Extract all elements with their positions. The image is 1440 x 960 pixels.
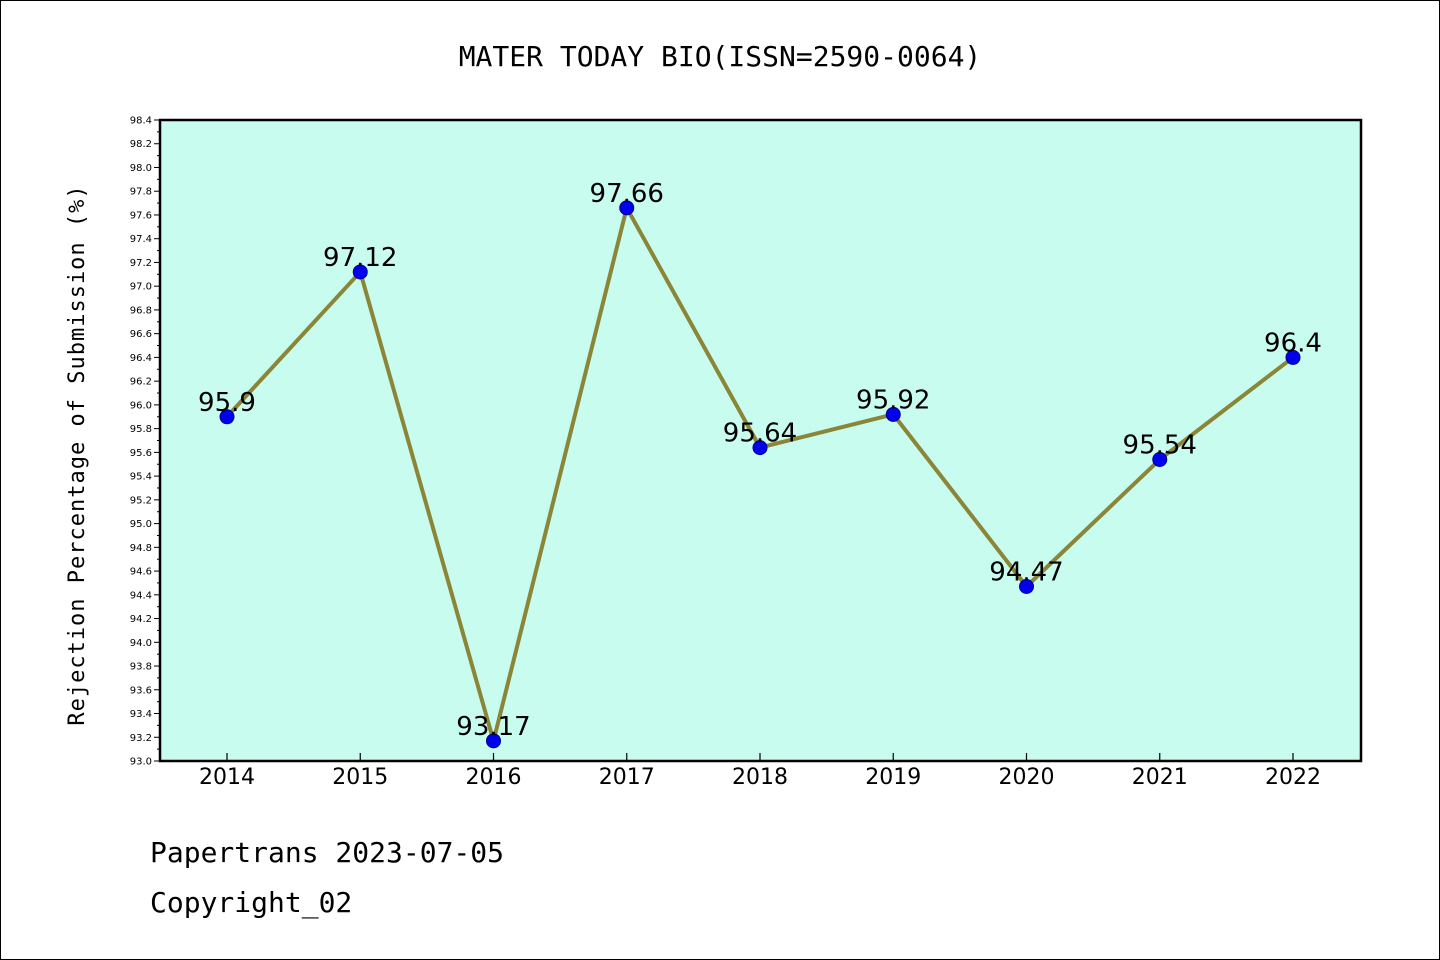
data-label: 93.17: [456, 712, 530, 742]
x-tick-label: 2015: [332, 765, 388, 790]
x-tick-label: 2016: [466, 765, 522, 790]
y-tick-label: 94.2: [130, 614, 152, 625]
x-tick-label: 2017: [599, 765, 655, 790]
x-tick-label: 2021: [1132, 765, 1188, 790]
x-tick-label: 2018: [732, 765, 788, 790]
data-label: 95.9: [198, 388, 256, 418]
y-tick-label: 95.4: [130, 472, 152, 483]
data-label: 97.12: [323, 243, 397, 273]
y-tick-label: 96.2: [130, 377, 152, 388]
x-tick-label: 2020: [999, 765, 1055, 790]
y-tick-label: 95.0: [130, 519, 152, 530]
y-tick-label: 97.6: [130, 210, 152, 221]
y-tick-label: 96.4: [130, 353, 152, 364]
x-tick-label: 2019: [865, 765, 921, 790]
y-tick-label: 97.2: [130, 258, 152, 269]
data-label: 97.66: [590, 179, 664, 209]
footer-source-date: Papertrans 2023-07-05: [150, 836, 505, 869]
data-label: 95.92: [856, 385, 930, 415]
y-tick-label: 97.8: [130, 187, 152, 198]
data-point: [1285, 349, 1301, 365]
data-label: 96.4: [1264, 328, 1322, 358]
x-tick-label: 2022: [1265, 765, 1321, 790]
y-tick-label: 96.0: [130, 400, 152, 411]
y-tick-label: 98.4: [130, 116, 152, 127]
y-axis-label: Rejection Percentage of Submission (%): [65, 184, 90, 725]
data-point: [619, 200, 635, 216]
x-axis: 2014 2015 2016 2017 2018 2019 2020 2021 2022: [199, 753, 1321, 790]
x-tick-label: 2014: [199, 765, 255, 790]
data-point: [1019, 579, 1034, 595]
y-tick-label: 98.2: [130, 139, 152, 150]
data-point: [486, 733, 501, 749]
data-label: 95.64: [723, 419, 797, 449]
y-tick-label: 96.8: [130, 305, 152, 316]
y-tick-label: 95.2: [130, 495, 152, 506]
data-label: 94.47: [989, 558, 1063, 588]
data-point: [219, 409, 235, 425]
y-tick-label: 98.0: [130, 163, 152, 174]
y-tick-label: 94.4: [130, 590, 152, 601]
y-tick-label: 97.0: [130, 282, 152, 293]
data-markers: [219, 200, 1301, 749]
y-tick-label: 97.4: [130, 234, 152, 245]
data-labels: 95.9 97.12 93.17 97.66 95.64 95.92 94.47 95.54 9…: [198, 179, 1322, 742]
footer-copyright: Copyright_02: [150, 886, 353, 919]
y-tick-label: 94.0: [130, 638, 152, 649]
y-tick-label: 94.8: [130, 543, 152, 554]
y-tick-label: 93.0: [130, 757, 152, 768]
y-axis: 93.0 93.2 93.4 93.6 93.8 94.0 94.2 94.4 94.6 94.8…: [130, 116, 160, 768]
y-tick-label: 94.6: [130, 567, 152, 578]
y-tick-label: 93.6: [130, 685, 152, 696]
y-tick-label: 93.2: [130, 733, 152, 744]
y-tick-label: 96.6: [130, 329, 152, 340]
y-tick-label: 93.8: [130, 662, 152, 673]
data-point: [352, 264, 368, 280]
y-tick-label: 95.8: [130, 424, 152, 435]
y-tick-label: 93.4: [130, 709, 152, 720]
chart-title: MATER TODAY BIO(ISSN=2590-0064): [459, 40, 982, 73]
data-point: [885, 406, 901, 422]
y-tick-label: 95.6: [130, 448, 152, 459]
data-point: [752, 440, 768, 456]
data-point: [1152, 451, 1168, 467]
data-label: 95.54: [1123, 430, 1197, 460]
